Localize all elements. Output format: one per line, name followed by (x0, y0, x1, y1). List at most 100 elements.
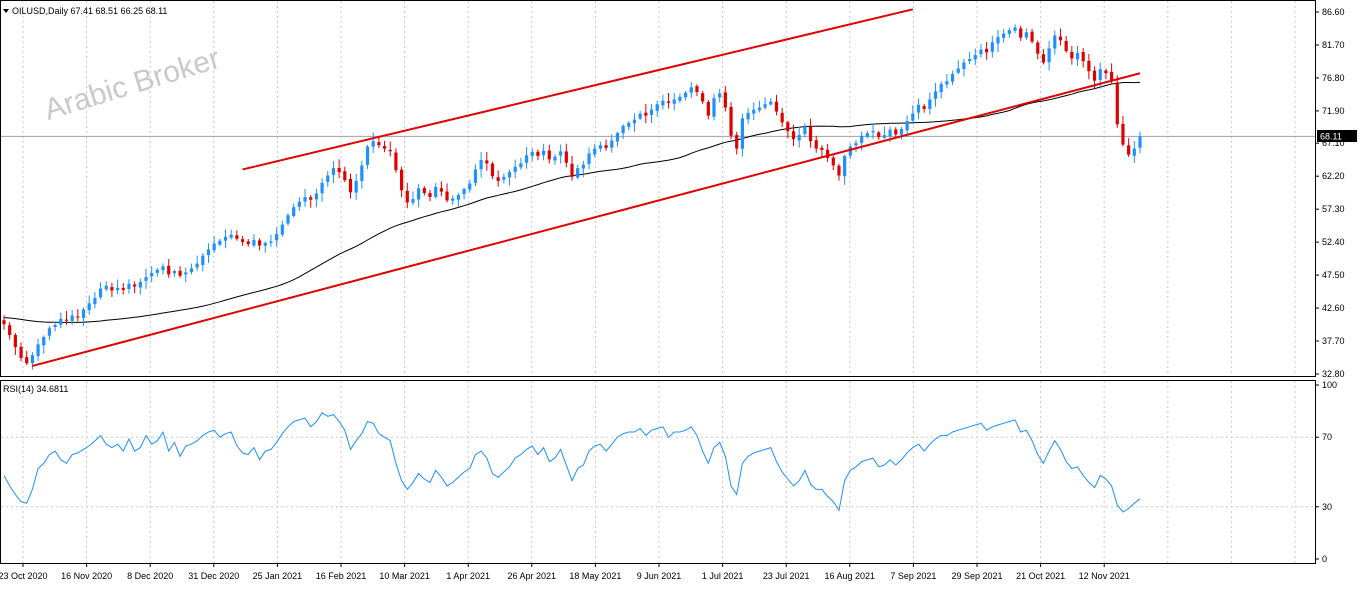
candle-body (1053, 35, 1057, 49)
candle-body (178, 270, 182, 276)
x-tick-label: 18 May 2021 (569, 571, 621, 581)
candle-body (808, 126, 813, 142)
candle-body (587, 153, 591, 164)
candle-body (1081, 52, 1085, 62)
candle-body (212, 243, 216, 251)
candle-body (718, 93, 722, 98)
candle-body (218, 240, 222, 245)
candlesticks (2, 24, 1142, 370)
x-tick-label: 31 Dec 2020 (188, 571, 239, 581)
rsi-polyline (3, 412, 1141, 513)
price-tick-label: 81.70 (1322, 40, 1345, 50)
candle-body (945, 81, 949, 85)
candle-body (1127, 145, 1131, 155)
candle-body (326, 175, 330, 182)
dropdown-triangle-icon[interactable] (3, 9, 9, 13)
candle-body (263, 242, 267, 246)
candle-body (456, 195, 460, 200)
candle-body (184, 272, 188, 275)
candle-body (820, 147, 824, 150)
candle-body (1092, 70, 1097, 81)
candle-body (314, 193, 318, 200)
candle-body (36, 344, 40, 357)
price-tick-label: 32.80 (1322, 369, 1345, 379)
candle-body (826, 149, 830, 159)
candle-body (559, 151, 563, 156)
candle-body (360, 165, 364, 181)
x-tick-label: 21 Oct 2021 (1016, 571, 1065, 581)
rsi-tick-label: 70 (1322, 432, 1332, 442)
candle-body (939, 83, 943, 93)
candle-body (275, 234, 279, 241)
price-tick-label: 57.30 (1322, 204, 1345, 214)
candle-body (786, 122, 790, 132)
candle-body (246, 241, 250, 245)
price-panel-frame (0, 0, 1316, 377)
candle-body (502, 176, 506, 180)
price-channel (32, 8, 1141, 367)
candle-body (655, 104, 659, 111)
candle-body (740, 118, 744, 149)
candle-body (979, 49, 983, 55)
x-tick-label: 26 Apr 2021 (508, 571, 557, 581)
candle-body (371, 141, 375, 147)
candle-body (70, 315, 74, 321)
candle-body (894, 129, 898, 135)
candle-body (712, 98, 716, 117)
candle-body (451, 198, 455, 201)
candle-body (519, 163, 523, 168)
price-tick-label: 52.40 (1322, 237, 1345, 247)
rsi-axis: 100 70 30 0 (1, 380, 1337, 564)
x-tick-label: 16 Feb 2021 (316, 571, 367, 581)
candle-body (854, 143, 858, 146)
candle-body (689, 87, 693, 93)
candle-body (1132, 148, 1136, 156)
x-tick-label: 7 Sep 2021 (890, 571, 936, 581)
current-price-badge (1317, 130, 1357, 142)
candle-body (791, 131, 796, 140)
x-tick-label: 1 Jul 2021 (702, 571, 744, 581)
candle-body (1110, 71, 1114, 82)
candle-body (439, 188, 443, 192)
candle-body (610, 140, 614, 148)
candle-body (860, 135, 864, 143)
x-tick-label: 12 Nov 2021 (1079, 571, 1130, 581)
candle-body (769, 101, 773, 105)
candle-body (882, 135, 886, 138)
candle-body (996, 36, 1000, 44)
candle-body (1002, 33, 1006, 38)
price-tick-label: 62.20 (1322, 171, 1345, 181)
candle-body (877, 132, 881, 138)
candle-body (144, 277, 148, 281)
candle-body (110, 287, 114, 291)
candle-body (814, 140, 818, 149)
grid (22, 1, 1296, 563)
candle-body (13, 334, 17, 348)
candle-body (309, 197, 313, 200)
candle-body (1121, 123, 1125, 145)
candle-body (837, 165, 841, 176)
candle-body (286, 215, 290, 224)
candle-body (746, 112, 750, 120)
candle-body (354, 180, 358, 193)
candle-body (479, 160, 483, 170)
x-tick-label: 23 Oct 2020 (0, 571, 48, 581)
candle-body (1115, 82, 1119, 125)
candle-body (644, 112, 648, 116)
candle-body (576, 168, 580, 178)
candle-body (865, 133, 869, 137)
candle-body (507, 172, 512, 178)
candle-body (428, 193, 432, 198)
candle-body (337, 167, 341, 173)
candle-body (774, 101, 779, 112)
price-tick-label: 76.80 (1322, 73, 1345, 83)
candle-body (831, 157, 835, 166)
candle-body (1030, 31, 1034, 42)
candle-body (348, 178, 353, 193)
candle-body (473, 169, 478, 183)
candle-body (161, 266, 165, 271)
candle-body (167, 265, 171, 275)
candle-body (780, 112, 784, 123)
candle-body (1075, 53, 1080, 60)
candle-body (661, 100, 665, 106)
